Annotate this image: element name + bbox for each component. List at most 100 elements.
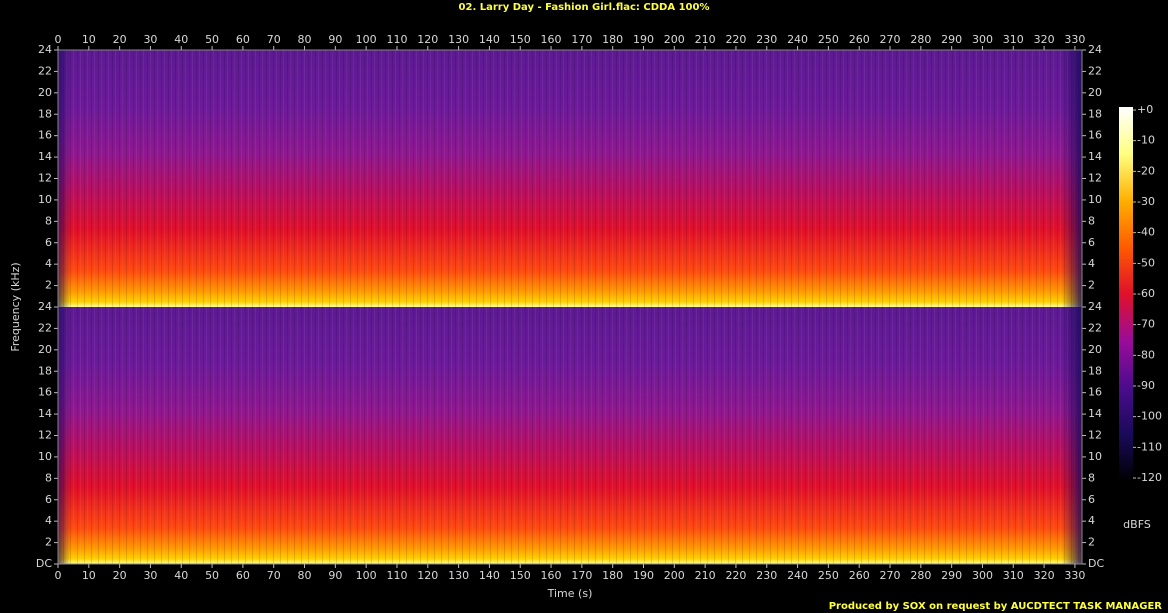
x-tick-label: 10 bbox=[82, 33, 96, 46]
x-tick-label: 60 bbox=[236, 33, 250, 46]
x-tick-label: 190 bbox=[633, 569, 654, 582]
y-tick-label: DC bbox=[1088, 557, 1104, 570]
x-tick-label: 280 bbox=[910, 569, 931, 582]
colorbar-tick-label: -60 bbox=[1137, 287, 1155, 300]
y-tick-label: 10 bbox=[38, 450, 52, 463]
x-tick-label: 20 bbox=[113, 569, 127, 582]
x-tick-label: 260 bbox=[849, 33, 870, 46]
x-tick-label: 270 bbox=[880, 569, 901, 582]
colorbar-tick-label: -40 bbox=[1137, 226, 1155, 239]
x-tick-label: 140 bbox=[479, 33, 500, 46]
y-tick-label: 2 bbox=[1088, 279, 1095, 292]
y-tick-label: 20 bbox=[38, 86, 52, 99]
x-tick-label: 240 bbox=[787, 569, 808, 582]
x-tick-label: 70 bbox=[267, 33, 281, 46]
x-tick-label: 330 bbox=[1064, 33, 1085, 46]
y-tick-label: 2 bbox=[45, 279, 52, 292]
x-tick-label: 210 bbox=[695, 33, 716, 46]
colorbar-tick-label: +0 bbox=[1137, 103, 1153, 116]
y-tick-label: 6 bbox=[1088, 493, 1095, 506]
y-tick-label: 8 bbox=[45, 214, 52, 227]
y-tick-label: 20 bbox=[1088, 343, 1102, 356]
colorbar-tick-label: -110 bbox=[1137, 440, 1162, 453]
x-tick-label: 110 bbox=[386, 569, 407, 582]
x-tick-label: 110 bbox=[386, 33, 407, 46]
y-tick-label: 22 bbox=[1088, 321, 1102, 334]
colorbar-tick-label: -20 bbox=[1137, 164, 1155, 177]
x-tick-label: 320 bbox=[1034, 33, 1055, 46]
y-tick-label: 12 bbox=[38, 172, 52, 185]
x-tick-label: 180 bbox=[602, 33, 623, 46]
x-tick-label: 150 bbox=[510, 33, 531, 46]
y-tick-label: 10 bbox=[38, 193, 52, 206]
x-tick-label: 10 bbox=[82, 569, 96, 582]
x-tick-label: 180 bbox=[602, 569, 623, 582]
y-tick-label: 12 bbox=[1088, 172, 1102, 185]
y-tick-label: 24 bbox=[1088, 43, 1102, 56]
x-tick-label: 300 bbox=[972, 569, 993, 582]
colorbar-tick-label: -80 bbox=[1137, 348, 1155, 361]
colorbar-tick-label: -90 bbox=[1137, 379, 1155, 392]
spectrogram-edge bbox=[58, 307, 1082, 564]
y-tick-label: 14 bbox=[1088, 407, 1102, 420]
y-tick-label: 10 bbox=[1088, 450, 1102, 463]
y-tick-label: 8 bbox=[1088, 214, 1095, 227]
footer: Produced by SOX on request by AUCDTECT T… bbox=[829, 601, 1163, 612]
x-tick-label: 230 bbox=[756, 33, 777, 46]
y-tick-label: 14 bbox=[38, 407, 52, 420]
x-tick-label: 160 bbox=[541, 33, 562, 46]
x-tick-label: 90 bbox=[328, 33, 342, 46]
x-tick-label: 30 bbox=[143, 33, 157, 46]
y-tick-label: DC bbox=[36, 557, 52, 570]
x-tick-label: 170 bbox=[571, 569, 592, 582]
x-tick-label: 160 bbox=[541, 569, 562, 582]
colorbar-tick-label: -50 bbox=[1137, 256, 1155, 269]
x-tick-label: 60 bbox=[236, 569, 250, 582]
x-tick-label: 200 bbox=[664, 33, 685, 46]
x-tick-label: 250 bbox=[818, 33, 839, 46]
colorbar-label: dBFS bbox=[1123, 518, 1151, 531]
y-tick-label: 2 bbox=[45, 536, 52, 549]
x-tick-label: 230 bbox=[756, 569, 777, 582]
x-tick-label: 50 bbox=[205, 569, 219, 582]
x-tick-label: 100 bbox=[356, 569, 377, 582]
y-tick-label: 2 bbox=[1088, 536, 1095, 549]
y-tick-label: 8 bbox=[45, 471, 52, 484]
y-tick-label: 10 bbox=[1088, 193, 1102, 206]
x-tick-label: 270 bbox=[880, 33, 901, 46]
x-tick-label: 20 bbox=[113, 33, 127, 46]
spectrogram-edge bbox=[58, 50, 1082, 307]
y-tick-label: 20 bbox=[1088, 86, 1102, 99]
x-tick-label: 260 bbox=[849, 569, 870, 582]
x-tick-label: 70 bbox=[267, 569, 281, 582]
colorbar-tick-label: -30 bbox=[1137, 195, 1155, 208]
y-tick-label: 16 bbox=[38, 386, 52, 399]
y-tick-label: 6 bbox=[1088, 236, 1095, 249]
y-tick-label: 4 bbox=[45, 514, 52, 527]
y-tick-label: 12 bbox=[38, 429, 52, 442]
x-tick-label: 300 bbox=[972, 33, 993, 46]
x-tick-label: 250 bbox=[818, 569, 839, 582]
y-tick-label: 4 bbox=[45, 257, 52, 270]
x-tick-label: 80 bbox=[298, 33, 312, 46]
y-tick-label: 18 bbox=[1088, 107, 1102, 120]
y-tick-label: 24 bbox=[38, 43, 52, 56]
x-tick-label: 100 bbox=[356, 33, 377, 46]
x-tick-label: 30 bbox=[143, 569, 157, 582]
x-tick-label: 90 bbox=[328, 569, 342, 582]
y-tick-label: 14 bbox=[1088, 150, 1102, 163]
y-tick-label: 6 bbox=[45, 236, 52, 249]
y-tick-label: 20 bbox=[38, 343, 52, 356]
x-tick-label: 140 bbox=[479, 569, 500, 582]
chart-title: 02. Larry Day - Fashion Girl.flac: CDDA … bbox=[459, 2, 710, 13]
x-tick-label: 280 bbox=[910, 33, 931, 46]
y-tick-label: 6 bbox=[45, 493, 52, 506]
colorbar bbox=[1119, 107, 1133, 481]
y-tick-label: 22 bbox=[38, 321, 52, 334]
x-tick-label: 290 bbox=[941, 33, 962, 46]
x-tick-label: 130 bbox=[448, 569, 469, 582]
y-tick-label: 18 bbox=[38, 364, 52, 377]
colorbar-tick-label: -70 bbox=[1137, 318, 1155, 331]
x-tick-label: 220 bbox=[725, 569, 746, 582]
